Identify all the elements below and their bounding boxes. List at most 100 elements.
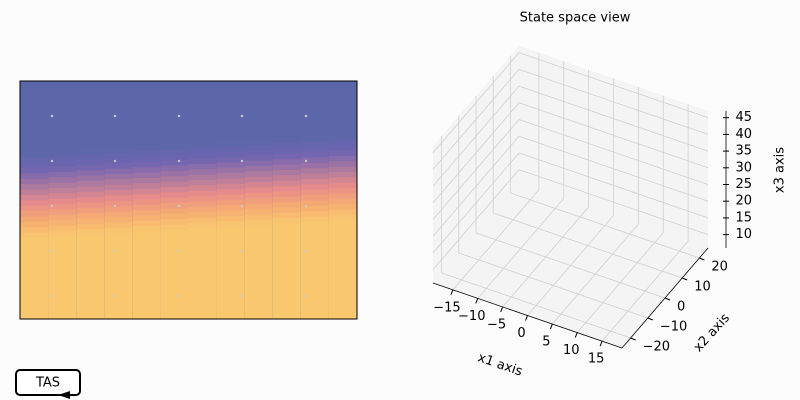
image-cell [300, 222, 330, 319]
image-cell [20, 162, 49, 169]
image-cell [160, 224, 189, 231]
image-cell [300, 184, 330, 191]
grid-line [432, 119, 520, 220]
image-dot [177, 114, 181, 118]
y-tick-label: −10 [660, 320, 687, 335]
image-cell [104, 206, 133, 213]
image-cell [104, 174, 133, 180]
image-cell [272, 148, 302, 155]
image-cell [20, 173, 49, 180]
z-tick-label: 10 [735, 227, 752, 242]
grid-line [432, 135, 520, 237]
image-dot [240, 114, 244, 118]
image-cell [104, 195, 133, 202]
image-cell [244, 209, 274, 215]
image-cell [328, 188, 358, 195]
image-cell [76, 197, 105, 204]
image-cell [160, 187, 189, 193]
image-cell [216, 178, 246, 185]
image-cell [48, 182, 77, 189]
image-cell [104, 200, 133, 207]
image-cell [48, 209, 77, 216]
button-label[interactable]: TAS [35, 376, 60, 391]
image-cell [272, 164, 302, 171]
image-cell [104, 217, 133, 223]
y-tick [647, 317, 653, 321]
image-cell [20, 184, 49, 191]
image-dot [113, 249, 117, 253]
grid-line [441, 272, 631, 339]
z-tick-label: 45 [735, 110, 752, 125]
image-cell [300, 141, 330, 148]
z-tick-label: 35 [735, 144, 752, 159]
image-cell [272, 218, 302, 225]
image-cell [76, 202, 105, 209]
image-cell [104, 227, 133, 234]
grid-line [518, 85, 709, 152]
image-cell [48, 225, 77, 232]
image-cell [244, 155, 274, 162]
image-cell [328, 209, 358, 216]
image-cell [272, 142, 302, 149]
image-cell [216, 216, 246, 222]
image-cell [104, 168, 133, 175]
image-cell [328, 150, 358, 157]
image-cell [132, 210, 161, 216]
image-dot [240, 204, 244, 208]
image-cell [48, 150, 77, 157]
image-cell [216, 151, 246, 158]
image-cell [244, 144, 274, 151]
image-cell [132, 167, 161, 173]
image-cell [20, 232, 49, 239]
image-cell [132, 177, 161, 184]
image-cell [132, 188, 161, 195]
image-cell [48, 198, 77, 205]
x-tick [450, 289, 454, 296]
y-tick-label: 0 [677, 300, 685, 315]
image-cell [76, 229, 105, 236]
image-cell [272, 196, 302, 203]
image-cell [20, 221, 49, 228]
button-frame[interactable] [15, 369, 81, 396]
image-dot [113, 114, 117, 118]
image-cell [188, 217, 218, 224]
y-tick-label: 10 [694, 280, 711, 295]
image-cell [160, 176, 189, 183]
y-tick [699, 257, 705, 261]
image-cell [216, 156, 246, 163]
image-cell [272, 212, 302, 219]
image-dot [177, 159, 181, 163]
image-cell [76, 159, 105, 166]
image-cell [244, 139, 274, 146]
image-cell [244, 192, 274, 199]
image-cell [328, 177, 358, 184]
image-cell [188, 169, 218, 176]
image-cell [244, 176, 274, 183]
image-cell [300, 136, 330, 142]
image-dot [240, 249, 244, 253]
image-cell [160, 149, 189, 156]
grid-line [510, 192, 700, 259]
image-cell [188, 201, 218, 208]
x-tick [525, 315, 528, 321]
image-cell [20, 238, 49, 319]
image-cell [48, 177, 77, 184]
image-cell [244, 149, 274, 156]
image-cell [20, 157, 49, 164]
image-cell [300, 152, 330, 158]
image-cell [300, 162, 330, 169]
x-tick-label: 15 [588, 352, 605, 367]
image-cell [188, 153, 218, 160]
x-tick-label: −15 [433, 300, 460, 315]
tas-button[interactable]: TAS [15, 369, 81, 399]
image-cell [132, 183, 161, 190]
image-cell [104, 147, 133, 154]
image-cell [132, 226, 161, 233]
image-cell [76, 154, 105, 161]
grid-line [432, 152, 520, 254]
image-dot [304, 159, 308, 163]
x-tick-label: 0 [517, 326, 525, 341]
x-tick [574, 332, 578, 338]
image-cell [48, 166, 77, 173]
